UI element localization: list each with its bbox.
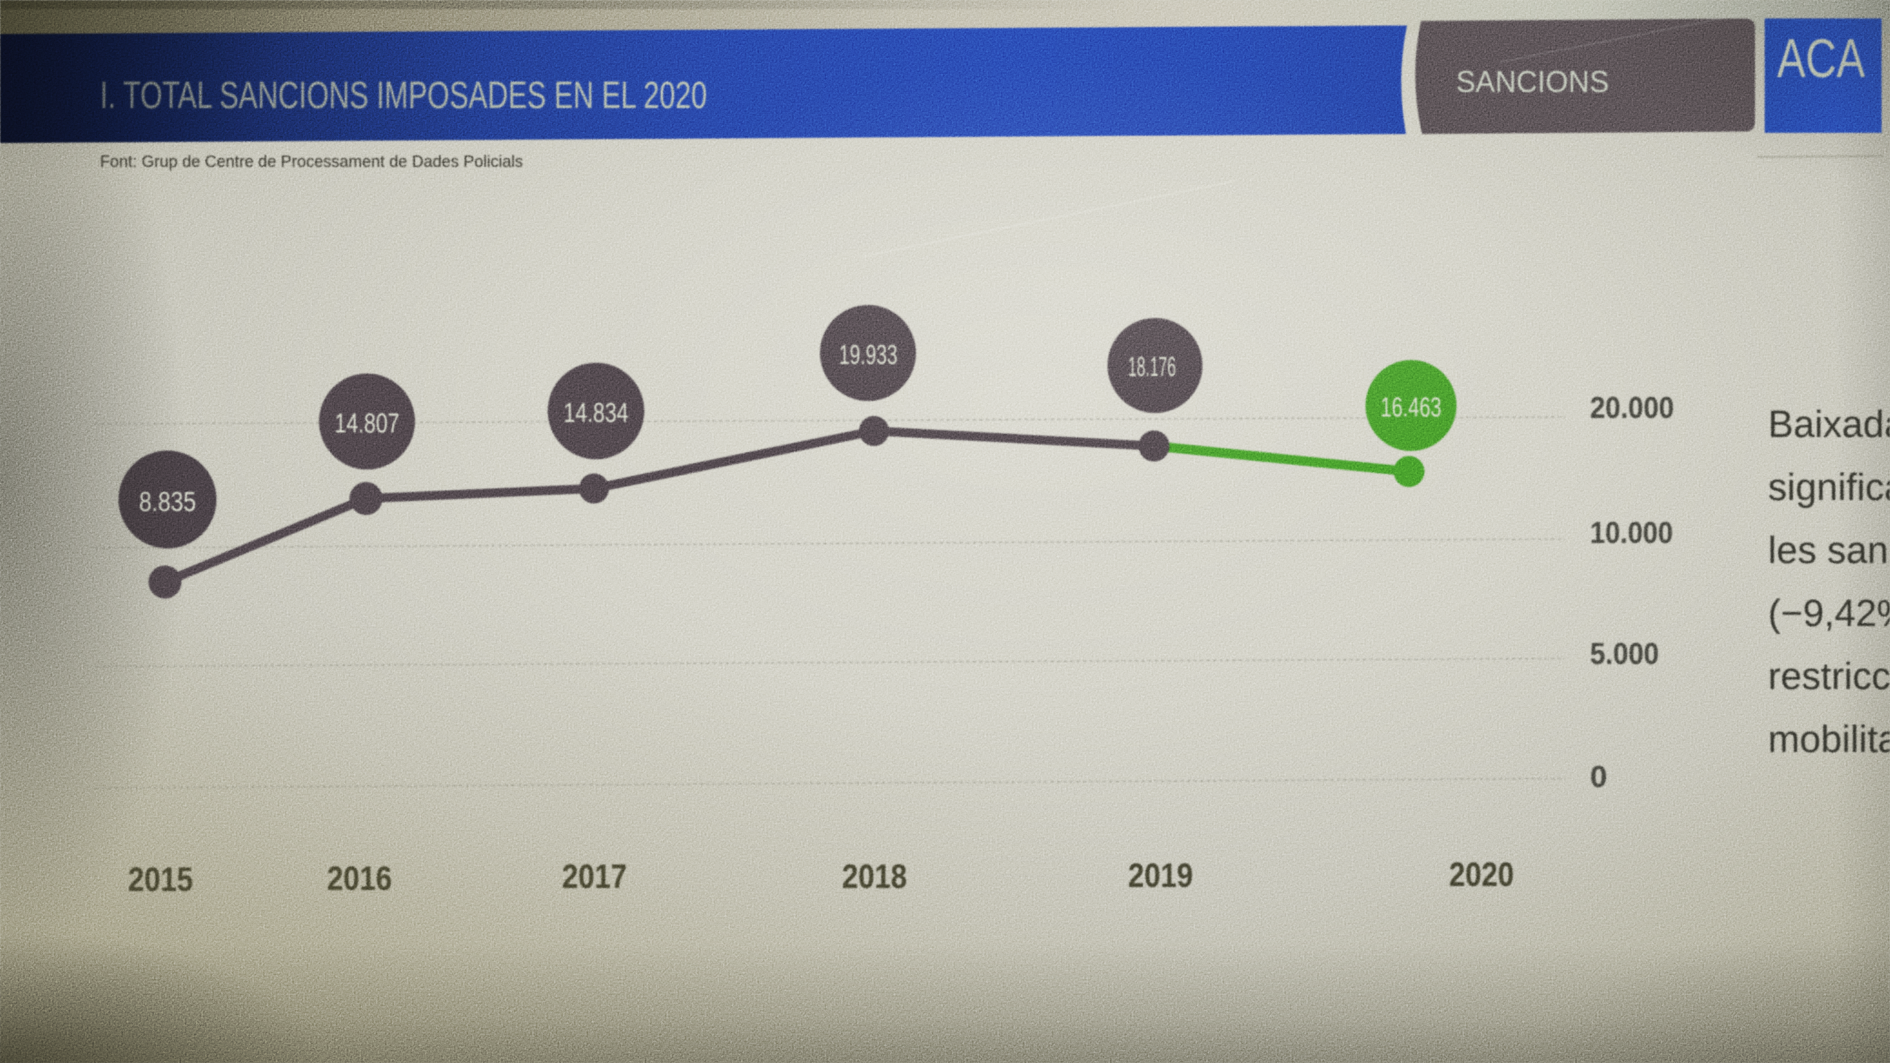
svg-text:10.000: 10.000 [1590, 515, 1673, 550]
svg-text:restriccions: restriccions [1768, 656, 1890, 698]
svg-text:14.834: 14.834 [564, 397, 629, 428]
svg-text:18.176: 18.176 [1128, 351, 1176, 382]
svg-text:2019: 2019 [1128, 857, 1193, 895]
svg-text:14.807: 14.807 [335, 408, 400, 439]
svg-text:les sancions: les sancions [1768, 530, 1890, 572]
svg-text:19.933: 19.933 [839, 339, 898, 370]
svg-text:20.000: 20.000 [1590, 390, 1674, 425]
svg-text:0: 0 [1590, 759, 1607, 794]
svg-text:ACA: ACA [1777, 27, 1865, 89]
svg-text:2020: 2020 [1449, 856, 1514, 894]
svg-text:16.463: 16.463 [1381, 392, 1442, 423]
svg-text:8.835: 8.835 [139, 486, 196, 517]
svg-text:Baixada: Baixada [1768, 404, 1890, 446]
svg-text:2015: 2015 [128, 861, 193, 899]
svg-text:2017: 2017 [562, 858, 627, 896]
svg-text:significativa: significativa [1768, 467, 1890, 509]
svg-text:Font: Grup de Centre de Proces: Font: Grup de Centre de Processament de … [100, 152, 523, 171]
svg-text:(−9,42%): (−9,42%) [1768, 593, 1890, 635]
svg-text:2018: 2018 [842, 858, 907, 896]
svg-text:5.000: 5.000 [1590, 636, 1659, 671]
svg-text:2016: 2016 [327, 860, 392, 898]
svg-text:SANCIONS: SANCIONS [1456, 64, 1609, 99]
svg-text:mobilitat: mobilitat [1768, 719, 1890, 761]
